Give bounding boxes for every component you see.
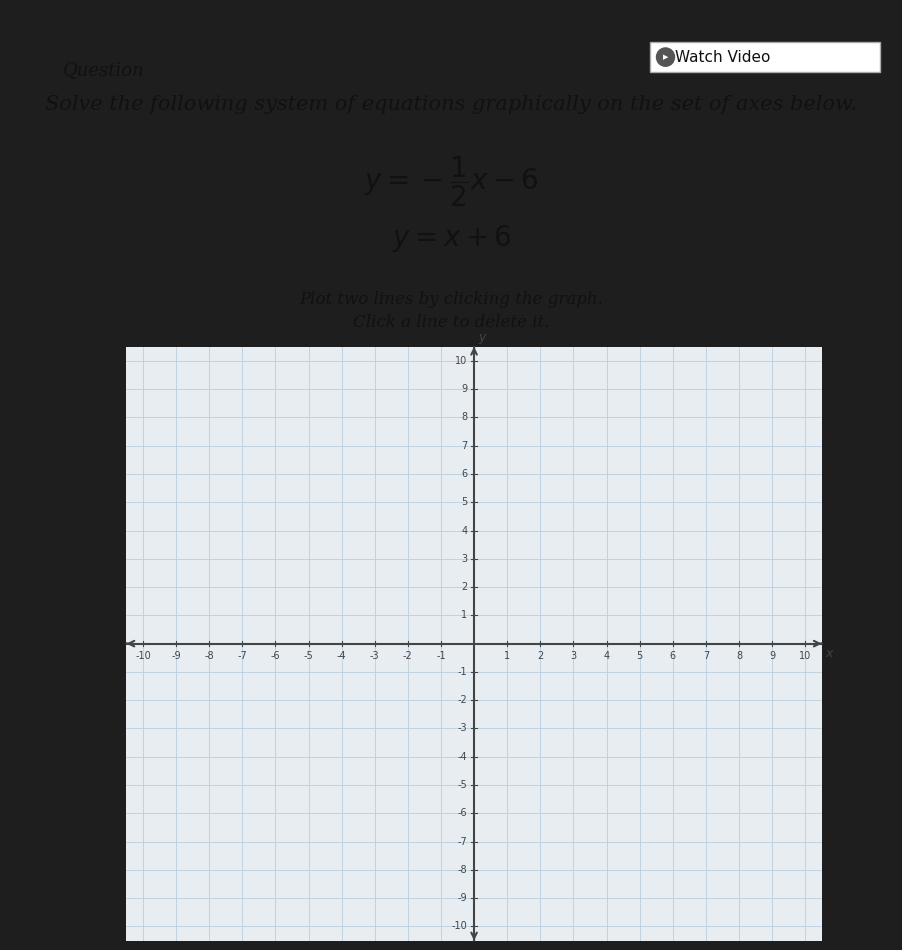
Text: 6: 6 <box>461 469 467 479</box>
Text: -5: -5 <box>457 780 467 790</box>
Text: -9: -9 <box>457 893 467 903</box>
Text: Question: Question <box>63 61 145 79</box>
Text: -9: -9 <box>171 651 180 660</box>
Text: 2: 2 <box>537 651 543 660</box>
Text: Click a line to delete it.: Click a line to delete it. <box>353 314 549 332</box>
Circle shape <box>656 48 674 66</box>
Text: -7: -7 <box>237 651 247 660</box>
FancyBboxPatch shape <box>649 43 879 72</box>
Text: 7: 7 <box>461 441 467 450</box>
Text: 10: 10 <box>798 651 810 660</box>
Text: -10: -10 <box>451 922 467 931</box>
Text: -3: -3 <box>370 651 379 660</box>
Text: 8: 8 <box>735 651 741 660</box>
Text: 1: 1 <box>503 651 510 660</box>
Text: -8: -8 <box>457 864 467 875</box>
Text: 7: 7 <box>702 651 708 660</box>
Text: -1: -1 <box>436 651 446 660</box>
Text: 2: 2 <box>461 582 467 592</box>
Text: 1: 1 <box>461 610 467 620</box>
Text: 6: 6 <box>669 651 675 660</box>
Text: 4: 4 <box>461 525 467 536</box>
Text: -7: -7 <box>457 837 467 846</box>
Text: 3: 3 <box>461 554 467 563</box>
Text: Solve the following system of equations graphically on the set of axes below.: Solve the following system of equations … <box>45 95 857 114</box>
Text: -6: -6 <box>457 808 467 818</box>
Text: -10: -10 <box>135 651 151 660</box>
Text: x: x <box>824 647 832 660</box>
Text: $y = x + 6$: $y = x + 6$ <box>391 222 511 254</box>
Text: 9: 9 <box>769 651 774 660</box>
Text: 5: 5 <box>636 651 642 660</box>
Text: 5: 5 <box>461 497 467 507</box>
Text: 4: 4 <box>603 651 609 660</box>
Text: 10: 10 <box>455 356 467 366</box>
Text: Plot two lines by clicking the graph.: Plot two lines by clicking the graph. <box>299 292 603 309</box>
Text: -4: -4 <box>336 651 346 660</box>
Text: Watch Video: Watch Video <box>674 49 769 65</box>
Text: -4: -4 <box>457 751 467 762</box>
Text: -2: -2 <box>457 695 467 705</box>
Text: $y = -\dfrac{1}{2}x - 6$: $y = -\dfrac{1}{2}x - 6$ <box>364 154 538 209</box>
Text: -2: -2 <box>402 651 412 660</box>
Text: 3: 3 <box>570 651 575 660</box>
Text: 8: 8 <box>461 412 467 423</box>
Text: -8: -8 <box>204 651 214 660</box>
Text: ▶: ▶ <box>662 54 667 60</box>
Text: y: y <box>478 331 485 344</box>
Text: -1: -1 <box>457 667 467 677</box>
Text: 9: 9 <box>461 384 467 394</box>
Text: -6: -6 <box>271 651 280 660</box>
Text: -5: -5 <box>303 651 313 660</box>
Text: -3: -3 <box>457 724 467 733</box>
